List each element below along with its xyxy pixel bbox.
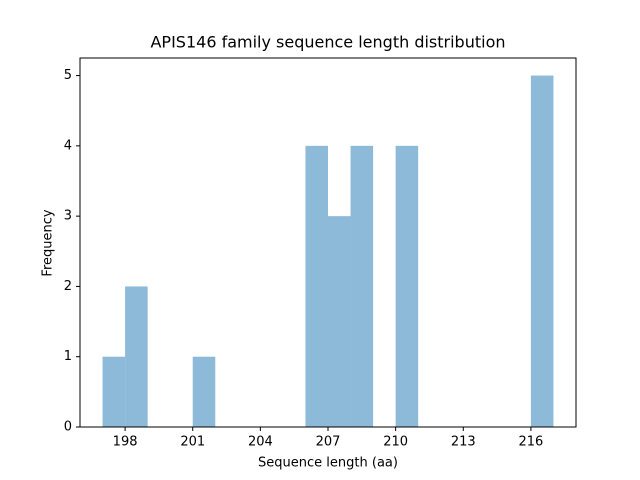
x-tick-label: 204 <box>248 435 273 450</box>
bar <box>192 356 216 427</box>
x-tick-label: 210 <box>383 435 408 450</box>
y-tick-label: 3 <box>64 209 72 224</box>
bar <box>102 356 126 427</box>
chart-title: APIS146 family sequence length distribut… <box>150 33 505 52</box>
bar <box>395 145 419 427</box>
y-tick-label: 4 <box>64 138 72 153</box>
x-tick-label: 207 <box>316 435 341 450</box>
y-tick-label: 1 <box>64 349 72 364</box>
x-tick-label: 213 <box>451 435 476 450</box>
bar <box>350 145 374 427</box>
y-axis-label: Frequency <box>41 209 56 276</box>
y-tick-label: 0 <box>64 420 72 435</box>
x-tick-label: 198 <box>113 435 138 450</box>
bar <box>530 75 554 428</box>
bar <box>305 145 328 427</box>
x-axis-label: Sequence length (aa) <box>258 456 398 471</box>
y-tick-label: 2 <box>64 279 72 294</box>
bar <box>125 286 148 427</box>
y-tick-label: 5 <box>64 68 72 83</box>
x-tick-label: 216 <box>518 435 543 450</box>
x-tick-label: 201 <box>180 435 205 450</box>
plot-frame <box>79 57 577 428</box>
bar <box>328 216 351 427</box>
